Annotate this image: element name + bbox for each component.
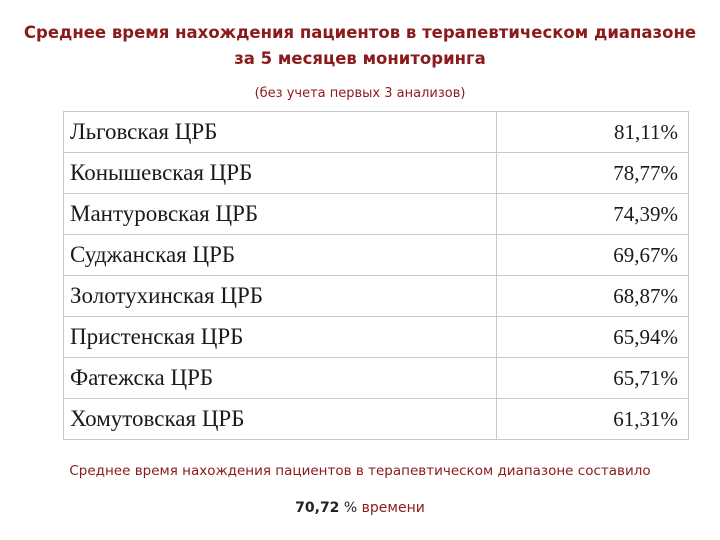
hospital-name: Конышевская ЦРБ — [63, 152, 497, 194]
hospital-name: Золотухинская ЦРБ — [63, 275, 497, 317]
page-title-line-1: Среднее время нахождения пациентов в тер… — [23, 23, 697, 42]
page-title-line-2: за 5 месяцев мониторинга — [234, 49, 486, 68]
table-row: Суджанская ЦРБ 69,67% — [63, 234, 689, 276]
hospital-value: 61,31% — [496, 398, 689, 440]
table-row: Пристенская ЦРБ 65,94% — [63, 316, 689, 358]
table-row: Конышевская ЦРБ 78,77% — [63, 152, 689, 194]
summary-percent-sign: % — [343, 500, 358, 516]
summary-unit: времени — [361, 500, 425, 516]
summary-text: Среднее время нахождения пациентов в тер… — [69, 463, 651, 479]
hospital-name: Мантуровская ЦРБ — [63, 193, 497, 235]
table-row: Мантуровская ЦРБ 74,39% — [63, 193, 689, 235]
hospital-name: Суджанская ЦРБ — [63, 234, 497, 276]
table-row: Фатежска ЦРБ 65,71% — [63, 357, 689, 399]
hospital-name: Фатежска ЦРБ — [63, 357, 497, 399]
hospital-value: 65,94% — [496, 316, 689, 358]
hospital-name: Льговская ЦРБ — [63, 111, 497, 153]
hospital-value: 78,77% — [496, 152, 689, 194]
hospital-value: 81,11% — [496, 111, 689, 153]
table-row: Льговская ЦРБ 81,11% — [63, 111, 689, 153]
summary-result: 70,72 % времени — [0, 500, 720, 516]
page-title: Среднее время нахождения пациентов в тер… — [0, 20, 720, 72]
hospital-name: Пристенская ЦРБ — [63, 316, 497, 358]
hospital-value: 68,87% — [496, 275, 689, 317]
table-row: Хомутовская ЦРБ 61,31% — [63, 398, 689, 440]
hospital-name: Хомутовская ЦРБ — [63, 398, 497, 440]
hospital-value: 74,39% — [496, 193, 689, 235]
hospital-table: Льговская ЦРБ 81,11% Конышевская ЦРБ 78,… — [63, 111, 689, 440]
table-row: Золотухинская ЦРБ 68,87% — [63, 275, 689, 317]
summary-value: 70,72 — [295, 500, 340, 516]
page-subtitle: (без учета первых 3 анализов) — [254, 86, 466, 101]
hospital-value: 65,71% — [496, 357, 689, 399]
hospital-value: 69,67% — [496, 234, 689, 276]
